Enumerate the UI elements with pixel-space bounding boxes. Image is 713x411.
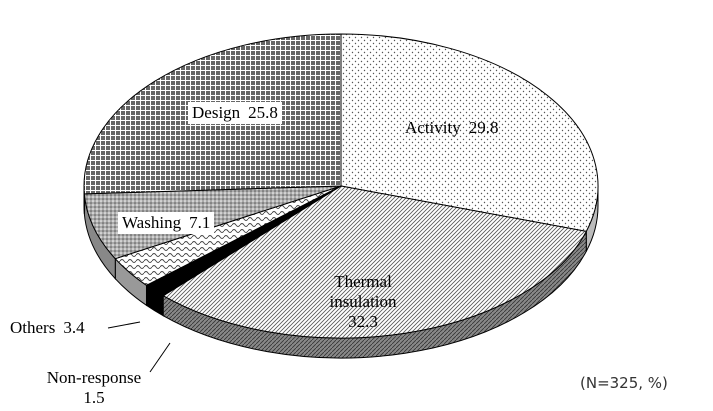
- category-label: Others: [10, 318, 56, 337]
- category-label: Washing: [122, 213, 182, 232]
- slice-label: Activity 29.8: [405, 118, 498, 138]
- value-label: 1.5: [83, 388, 105, 407]
- category-label: Thermal insulation: [329, 272, 397, 311]
- slice: [340, 33, 599, 232]
- value-label: 3.4: [63, 318, 85, 337]
- slice: [162, 185, 588, 339]
- leader-line: [107, 321, 141, 329]
- category-label: Activity: [405, 118, 461, 137]
- leader-line: [149, 342, 171, 373]
- value-label: 7.1: [189, 213, 211, 232]
- slice-label: Non-response 1.5: [14, 368, 174, 408]
- value-label: 25.8: [248, 103, 278, 122]
- category-label: Non-response: [46, 368, 142, 387]
- value-label: 29.8: [468, 118, 499, 137]
- slice-label: Washing 7.1: [118, 212, 215, 234]
- slice-label: Design 25.8: [188, 102, 282, 124]
- note: (N=325, %): [580, 374, 668, 392]
- slice-label: Thermal insulation 32.3: [318, 272, 408, 332]
- category-label: Design: [192, 103, 241, 122]
- value-label: 32.3: [348, 312, 378, 331]
- slice-label: Others 3.4: [10, 318, 85, 338]
